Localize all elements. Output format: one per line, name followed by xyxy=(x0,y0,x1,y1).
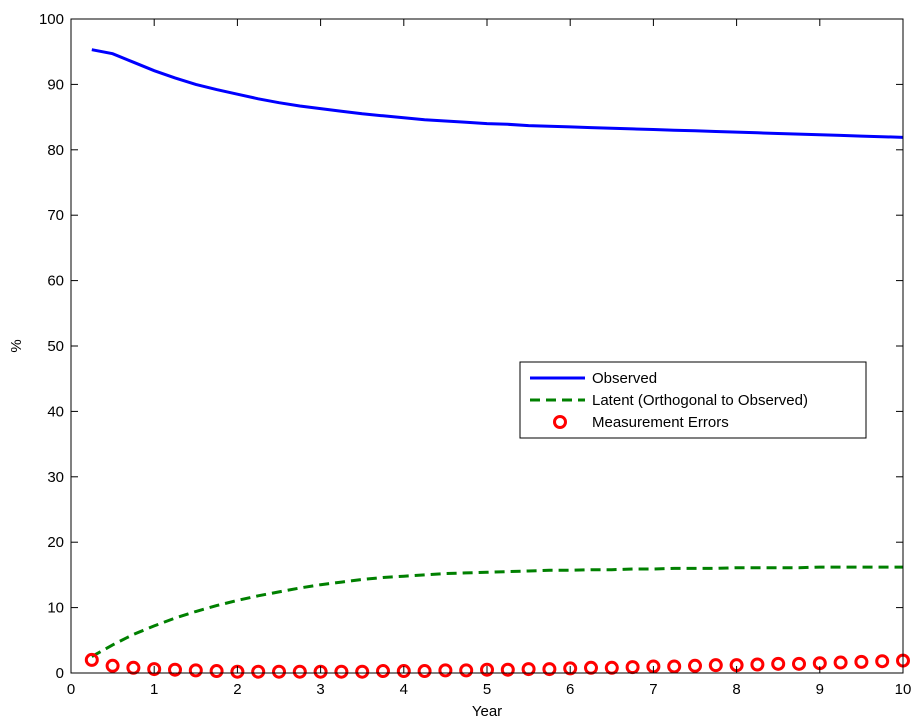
measurement-errors-point xyxy=(355,664,370,679)
legend-label-observed: Observed xyxy=(592,370,657,387)
measurement-errors-point xyxy=(396,664,411,679)
measurement-errors-point xyxy=(500,662,515,677)
measurement-errors-point xyxy=(667,659,682,674)
y-tick-label: 60 xyxy=(47,273,64,290)
x-axis: 0 1 2 3 4 5 6 7 8 9 10 xyxy=(67,19,912,698)
legend-label-measurement-errors: Measurement Errors xyxy=(592,414,729,431)
y-tick-label: 50 xyxy=(47,338,64,355)
measurement-errors-point xyxy=(521,662,536,677)
measurement-errors-point xyxy=(688,658,702,673)
measurement-errors-point xyxy=(833,655,848,670)
y-tick-label: 0 xyxy=(56,665,64,682)
x-tick-label: 3 xyxy=(316,681,324,698)
x-tick-label: 10 xyxy=(895,681,912,698)
legend: Observed Latent (Orthogonal to Observed) M… xyxy=(519,361,867,439)
measurement-errors-point xyxy=(334,664,349,679)
measurement-errors-point xyxy=(188,663,203,678)
measurement-errors-point xyxy=(792,656,806,671)
measurement-errors-point xyxy=(105,658,120,673)
x-tick-label: 9 xyxy=(816,681,824,698)
y-tick-label: 10 xyxy=(47,600,64,617)
x-tick-label: 8 xyxy=(732,681,740,698)
x-tick-label: 4 xyxy=(400,681,408,698)
legend-box xyxy=(519,361,867,439)
y-axis: 0 10 20 30 40 50 60 70 80 90 100 xyxy=(39,11,903,682)
x-tick-label: 0 xyxy=(67,681,75,698)
x-axis-label: Year xyxy=(472,703,502,720)
measurement-errors-point xyxy=(147,662,162,677)
y-tick-label: 80 xyxy=(47,142,64,159)
y-tick-label: 30 xyxy=(47,469,64,486)
y-tick-label: 40 xyxy=(47,403,64,420)
y-tick-label: 100 xyxy=(39,11,64,28)
x-tick-label: 6 xyxy=(566,681,574,698)
measurement-errors-point xyxy=(563,661,578,676)
plot-area xyxy=(71,19,903,673)
y-tick-label: 90 xyxy=(47,76,64,93)
measurement-errors-point xyxy=(376,664,390,679)
measurement-errors-point xyxy=(771,656,786,671)
observed-line xyxy=(91,48,904,139)
measurement-errors-point xyxy=(272,664,286,679)
measurement-errors-point xyxy=(708,658,723,673)
measurement-errors-point xyxy=(84,652,99,667)
legend-swatch-measurement-errors xyxy=(553,415,567,429)
measurement-errors-point xyxy=(292,664,307,679)
measurement-errors-point xyxy=(168,662,182,677)
measurement-errors-point xyxy=(209,664,224,679)
measurement-errors-point xyxy=(459,663,474,678)
measurement-errors-point xyxy=(854,654,869,669)
legend-items: Observed Latent (Orthogonal to Observed) M… xyxy=(530,370,808,431)
legend-label-latent-orthogonal-to-observed: Latent (Orthogonal to Observed) xyxy=(592,392,808,409)
measurement-errors-point xyxy=(750,657,765,672)
x-tick-label: 2 xyxy=(233,681,241,698)
measurement-errors-point xyxy=(542,662,557,677)
measurement-errors-point xyxy=(480,662,494,677)
y-tick-label: 20 xyxy=(47,534,64,551)
measurement-errors-point xyxy=(417,664,432,679)
x-tick-label: 7 xyxy=(649,681,657,698)
latent-orthogonal-to-observed-line xyxy=(91,565,903,658)
measurement-errors-point xyxy=(875,654,890,669)
measurement-errors-point xyxy=(251,664,266,679)
x-tick-label: 1 xyxy=(150,681,158,698)
measurement-errors-point xyxy=(438,663,453,678)
y-tick-label: 70 xyxy=(47,207,64,224)
y-axis-label: % xyxy=(8,339,25,352)
x-tick-label: 5 xyxy=(483,681,491,698)
